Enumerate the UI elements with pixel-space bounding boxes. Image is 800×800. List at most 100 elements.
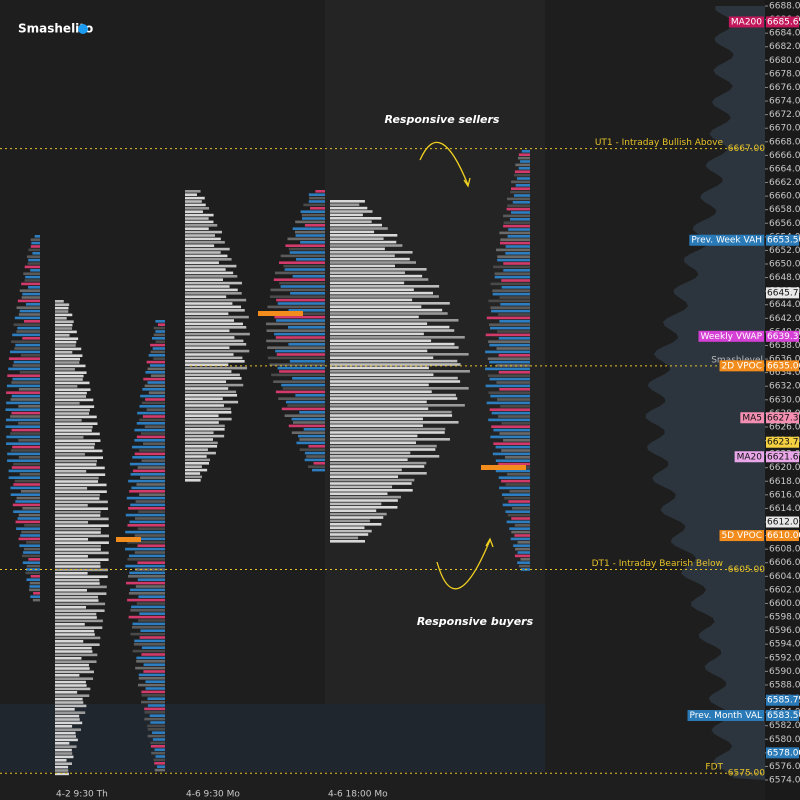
profile-row: [17, 326, 40, 330]
profile-row: [185, 404, 224, 407]
profile-row: [185, 414, 219, 417]
profile-row: [511, 187, 530, 190]
profile-row: [304, 451, 325, 455]
profile-row: [491, 309, 530, 313]
profile-row: [125, 547, 165, 551]
profile-row: [55, 453, 85, 456]
profile-row: [500, 405, 530, 408]
profile-row: [330, 485, 393, 489]
profile-row: [185, 479, 201, 482]
profile-row: [185, 200, 202, 203]
profile-row: [55, 565, 101, 568]
profile-row: [185, 224, 218, 227]
profile-row: [498, 371, 530, 374]
profile-row: [14, 479, 41, 483]
profile-row: [330, 400, 427, 404]
profile-row: [130, 588, 165, 592]
profile-row: [330, 519, 370, 523]
profile-row: [55, 548, 101, 551]
profile-row: [55, 527, 101, 531]
profile-row: [185, 207, 210, 210]
level-box: [766, 360, 799, 372]
level-name-box: [740, 412, 764, 424]
profile-row: [275, 390, 325, 394]
y-tick-label: 6616.00: [769, 490, 800, 500]
y-tick-label: 6652.00: [769, 246, 800, 256]
profile-row: [292, 421, 325, 424]
profile-row: [185, 220, 214, 224]
profile-row: [141, 459, 165, 462]
profile-row: [330, 533, 369, 536]
profile-row: [330, 278, 429, 281]
profile-row: [130, 632, 165, 636]
profile-row: [287, 404, 325, 407]
profile-row: [185, 285, 230, 288]
profile-row: [330, 251, 413, 254]
profile-row: [148, 354, 165, 357]
level-name: MA200: [731, 17, 762, 27]
profile-row: [185, 475, 202, 479]
profile-row: [55, 313, 73, 317]
profile-row: [153, 758, 165, 762]
profile-row: [10, 398, 40, 401]
profile-row: [291, 417, 325, 421]
profile-row: [185, 298, 247, 302]
profile-row: [185, 363, 229, 366]
profile-row: [138, 619, 165, 622]
profile-row: [330, 397, 458, 400]
profile-row: [330, 482, 412, 485]
profile-row: [55, 680, 86, 684]
profile-row: [55, 500, 108, 504]
profile-row: [330, 373, 434, 376]
profile-row: [330, 346, 459, 349]
profile-row: [269, 363, 325, 366]
profile-row: [330, 213, 363, 217]
profile-row: [33, 592, 40, 595]
level-box: [766, 412, 799, 424]
profile-row: [330, 529, 372, 533]
profile-row: [185, 465, 202, 468]
profile-row: [330, 376, 458, 380]
profile-row: [128, 479, 165, 483]
profile-row: [55, 643, 100, 646]
profile-row: [55, 691, 78, 694]
profile-row: [330, 336, 465, 339]
profile-row: [55, 504, 88, 507]
profile-row: [19, 289, 40, 292]
profile-row: [55, 497, 100, 500]
profile-row: [508, 500, 530, 503]
profile-row: [330, 506, 398, 509]
profile-row: [55, 544, 101, 548]
profile-row: [185, 434, 225, 438]
profile-row: [55, 575, 108, 578]
profile-row: [509, 490, 530, 493]
profile-row: [330, 356, 434, 359]
profile-row: [498, 415, 530, 418]
profile-row: [499, 241, 530, 245]
profile-row: [273, 278, 325, 281]
profile-row: [129, 490, 165, 493]
profile-row: [185, 421, 219, 424]
profile-row: [134, 517, 165, 520]
profile-row: [282, 387, 325, 390]
profile-row: [22, 561, 40, 564]
profile-row: [55, 721, 83, 725]
profile-row: [511, 180, 530, 184]
profile-row: [129, 462, 165, 466]
profile-row: [496, 381, 530, 384]
level-name: UT1 - Intraday Bullish Above: [595, 138, 724, 148]
profile-row: [55, 694, 90, 697]
profile-row: [295, 394, 325, 397]
profile-row: [185, 394, 238, 397]
profile-row: [137, 527, 165, 530]
profile-row: [330, 465, 425, 468]
profile-row: [137, 578, 165, 581]
profile-row: [55, 425, 93, 429]
profile-row: [147, 734, 165, 738]
profile-row: [11, 340, 40, 343]
profile-row: [330, 461, 427, 465]
profile-row: [330, 230, 375, 234]
profile-row: [24, 265, 40, 269]
profile-row: [131, 605, 165, 609]
profile-row: [145, 398, 165, 401]
